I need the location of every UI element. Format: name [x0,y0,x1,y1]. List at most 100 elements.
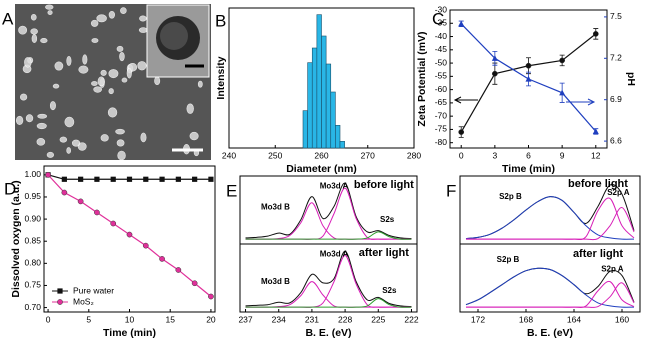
bar [335,125,340,148]
x-tick-label: 0 [46,314,51,324]
x-tick-label: 237 [238,314,252,324]
marker [192,177,197,182]
legend-label: Pure water [73,285,114,295]
series-line [466,268,634,304]
marker [208,294,213,299]
x-axis-title: B. E. (eV) [527,327,573,339]
panel-label: D [4,179,16,198]
particle [94,87,102,93]
particle [53,84,59,88]
x-tick-label: 168 [519,314,533,324]
x-tick-label: 234 [272,314,286,324]
x-axis-title: Time (min) [502,163,555,175]
x-tick-label: 160 [615,314,629,324]
particle [20,94,27,100]
particle [16,116,23,124]
y2-tick-label: 6.6 [610,135,622,145]
particle [116,129,125,134]
particle [37,123,46,129]
bar [308,63,313,148]
annotation: S2s [380,215,395,224]
y-axis-title: Zeta Potential (mV) [416,31,428,126]
marker [176,177,181,182]
x-tick-label: 0 [459,150,464,160]
marker [593,31,598,36]
bar [303,111,308,148]
y2-tick-label: 7.2 [610,53,622,63]
marker [94,210,99,215]
particle [55,62,63,70]
annotation: after light [359,247,409,259]
y-tick-label: -40 [435,31,448,41]
y-tick-label: 0.85 [24,235,41,245]
particle [190,132,198,140]
particle [67,56,71,65]
x-tick-label: 9 [560,150,565,160]
particle [50,101,55,109]
particle [91,20,98,26]
particle [138,61,147,70]
marker [176,267,181,272]
annotation: S2p B [497,255,520,264]
particle [60,137,67,142]
particle [101,134,109,141]
x-tick-label: 228 [338,314,352,324]
particle [109,88,114,93]
particle [109,69,118,77]
y-tick-label: -50 [435,57,448,67]
x-tick-label: 231 [305,314,319,324]
annotation: after light [573,248,623,260]
x-tick-label: 5 [86,314,91,324]
x-tick-label: 12 [591,150,601,160]
particle [72,140,80,146]
particle [26,115,33,122]
x-tick-label: 250 [268,150,282,160]
particle [38,114,47,118]
particle [122,78,127,82]
annotation: Mo3d B [261,203,290,212]
series-line [466,283,634,308]
marker [459,129,464,134]
panel-label: F [446,181,456,200]
particle [65,117,74,127]
figure: A 240250260270280Diameter (nm)IntensityB… [0,0,650,343]
marker [127,177,132,182]
marker [94,177,99,182]
particle [118,151,126,160]
particle [187,104,194,114]
x-tick-label: 260 [314,150,328,160]
marker [208,177,213,182]
marker [143,243,148,248]
annotation: S2p A [607,188,630,197]
particle [31,29,38,35]
y-tick-label: -80 [435,137,448,147]
series-line [466,268,634,307]
panel-label: B [215,11,226,30]
x-tick-label: 15 [165,314,175,324]
particle [47,152,54,157]
bar [326,64,331,148]
y-tick-label: -55 [435,71,448,81]
y-tick-label: 1.00 [24,169,41,179]
marker [57,299,62,304]
y2-axis-title: pH [625,72,637,86]
bar [317,15,322,148]
annotation: S2s [382,286,397,295]
x-tick-label: 164 [567,314,581,324]
bar [322,36,327,148]
y-tick-label: -45 [435,44,448,54]
particle [92,38,98,42]
y-tick-label: -60 [435,84,448,94]
annotation: S2p B [499,192,522,201]
x-tick-label: 225 [371,314,385,324]
y-tick-label: 0.80 [24,258,41,268]
marker [127,232,132,237]
marker [143,177,148,182]
x-tick-label: 20 [206,314,216,324]
x-tick-label: 240 [222,150,236,160]
particle [91,81,97,85]
x-tick-label: 3 [492,150,497,160]
marker [78,199,83,204]
series-line [246,188,412,239]
marker [492,71,497,76]
